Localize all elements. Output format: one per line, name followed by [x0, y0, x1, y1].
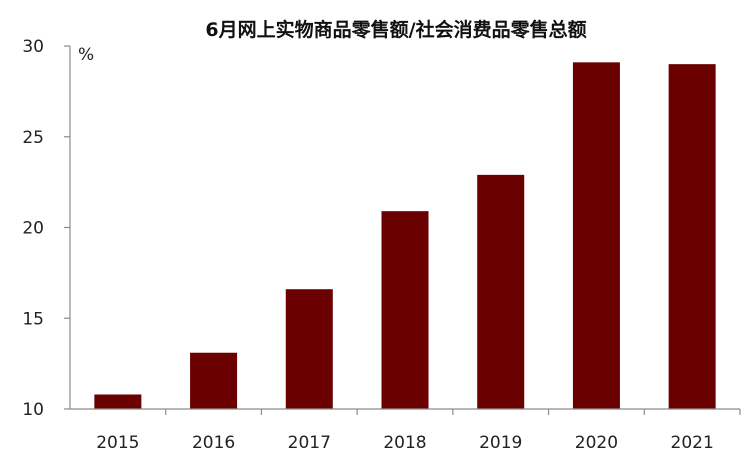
bar-2018: [381, 211, 429, 409]
y-tick-label: 15: [22, 309, 44, 329]
x-tick-label: 2021: [671, 433, 714, 453]
y-axis-ticks: 10 15 20 25 30: [22, 37, 70, 420]
bar-2019: [477, 174, 525, 409]
y-tick-label: 10: [22, 400, 44, 420]
x-tick-label: 2018: [383, 433, 426, 453]
x-tick-label: 2019: [479, 433, 522, 453]
x-axis-ticks: 2015 2016 2017 2018 2019 2020 2021: [96, 409, 741, 453]
y-tick-label: 30: [22, 37, 44, 57]
bar-2017: [285, 289, 333, 409]
y-tick-label: 20: [22, 219, 44, 239]
bar-2016: [190, 352, 238, 409]
x-tick-label: 2020: [575, 433, 618, 453]
x-tick-label: 2016: [192, 433, 235, 453]
bar-2020: [572, 62, 620, 410]
bar-2015: [94, 394, 142, 409]
y-unit-label: %: [78, 45, 94, 65]
bar-2021: [668, 64, 716, 410]
x-tick-label: 2015: [96, 433, 139, 453]
x-tick-label: 2017: [288, 433, 331, 453]
y-tick-label: 25: [22, 128, 44, 148]
chart-title: 6月网上实物商品零售额/社会消费品零售总额: [205, 18, 586, 41]
bar-series: [94, 62, 716, 410]
